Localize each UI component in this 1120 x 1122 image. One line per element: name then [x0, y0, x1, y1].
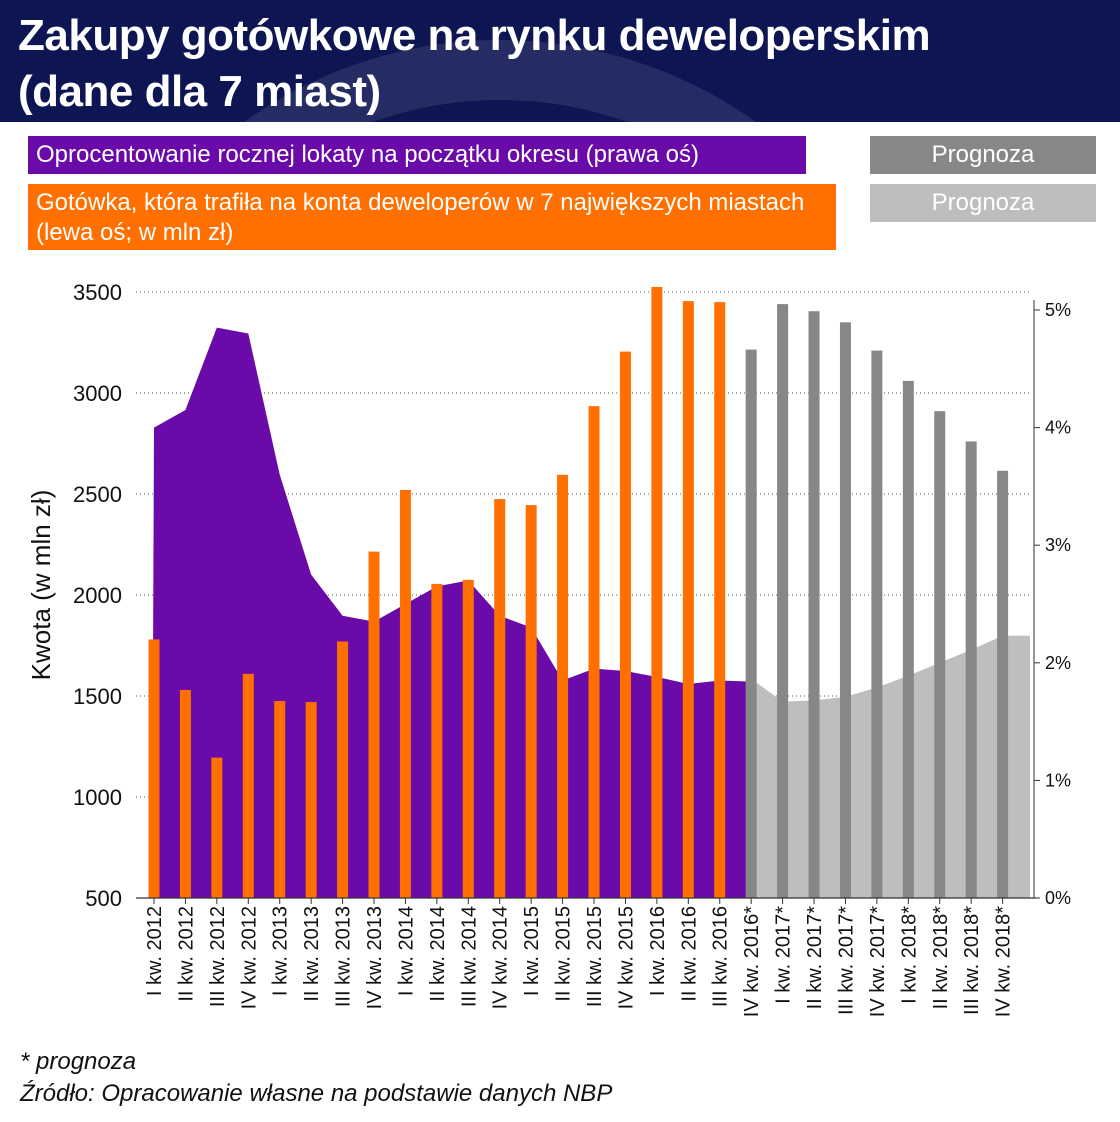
cash-bar: [557, 474, 569, 898]
x-tick-label: IV kw. 2016*: [741, 906, 763, 1017]
x-tick-label: I kw. 2012: [144, 906, 166, 996]
x-tick-label: III kw. 2014: [458, 906, 480, 1007]
x-tick-label: IV kw. 2015: [615, 906, 637, 1009]
x-tick-label: IV kw. 2012: [238, 906, 260, 1009]
forecast-bar: [902, 380, 914, 898]
cash-bar: [431, 583, 443, 898]
cash-bar: [525, 505, 537, 898]
forecast-bar: [777, 304, 789, 898]
header-banner: Zakupy gotówkowe na rynku deweloperskim …: [0, 0, 1120, 122]
x-tick-label: III kw. 2013: [333, 906, 355, 1007]
cash-bar: [399, 489, 411, 898]
cash-bar: [462, 579, 474, 898]
rate-area-forecast: [755, 635, 1030, 898]
forecast-bar: [934, 411, 946, 898]
y-tick-label: 2500: [73, 482, 122, 507]
cash-bar: [211, 757, 223, 898]
cash-bar: [274, 701, 286, 898]
y-tick-label: 3000: [73, 381, 122, 406]
x-tick-label: II kw. 2016: [678, 906, 700, 1002]
cash-bar: [651, 286, 663, 898]
y-axis-title: Kwota (w mln zł): [26, 490, 56, 681]
x-tick-label: II kw. 2012: [175, 906, 197, 1002]
rate-area-actual: [152, 327, 756, 898]
chart-title-line-1: Zakupy gotówkowe na rynku deweloperskim: [18, 11, 931, 60]
x-tick-label: III kw. 2015: [584, 906, 606, 1007]
y2-tick-label: 4%: [1045, 418, 1071, 438]
x-tick-label: I kw. 2013: [270, 906, 292, 996]
y-tick-label: 3500: [73, 280, 122, 305]
legend-rate: Oprocentowanie rocznej lokaty na początk…: [28, 136, 806, 174]
cash-bar: [305, 702, 317, 898]
x-tick-label: III kw. 2018*: [961, 906, 983, 1015]
legend-forecast-area: Prognoza: [870, 184, 1096, 222]
x-tick-label: III kw. 2012: [207, 906, 229, 1007]
forecast-bar: [997, 470, 1009, 898]
y2-tick-label: 3%: [1045, 535, 1071, 555]
x-tick-label: I kw. 2018*: [898, 906, 920, 1004]
forecast-bar: [745, 349, 757, 898]
cash-bar: [368, 551, 380, 898]
cash-bar: [714, 302, 726, 899]
x-tick-label: II kw. 2013: [301, 906, 323, 1002]
x-tick-label: I kw. 2014: [395, 906, 417, 996]
cash-bar: [148, 639, 160, 898]
x-tick-label: I kw. 2016: [647, 906, 669, 996]
forecast-bar: [839, 322, 851, 898]
chart-title: Zakupy gotówkowe na rynku deweloperskim …: [18, 8, 931, 120]
cash-bar: [682, 301, 694, 899]
x-tick-label: III kw. 2017*: [835, 906, 857, 1015]
cash-bar: [619, 351, 631, 899]
y-tick-label: 1500: [73, 684, 122, 709]
x-tick-label: IV kw. 2017*: [867, 906, 889, 1017]
cash-bar: [242, 673, 254, 898]
x-tick-label: I kw. 2017*: [773, 906, 795, 1004]
y2-tick-label: 5%: [1045, 300, 1071, 320]
cash-bar: [179, 689, 191, 898]
x-tick-label: IV kw. 2018*: [993, 906, 1015, 1017]
source-note: Źródło: Opracowanie własne na podstawie …: [20, 1080, 613, 1107]
chart-title-line-2: (dane dla 7 miast): [18, 67, 381, 116]
legend-cash: Gotówka, która trafiła na konta dewelope…: [28, 184, 836, 250]
x-tick-label: I kw. 2015: [521, 906, 543, 996]
forecast-bar: [808, 311, 820, 898]
y-tick-label: 2000: [73, 583, 122, 608]
cash-bar: [494, 499, 506, 898]
forecast-bar: [871, 350, 883, 899]
cash-bar: [337, 641, 349, 898]
x-tick-label: III kw. 2016: [710, 906, 732, 1007]
x-tick-label: II kw. 2017*: [804, 906, 826, 1010]
y2-tick-label: 2%: [1045, 653, 1071, 673]
cash-bar: [588, 406, 600, 898]
y-tick-label: 500: [85, 886, 122, 911]
x-tick-label: II kw. 2015: [553, 906, 575, 1002]
x-tick-label: IV kw. 2013: [364, 906, 386, 1009]
y2-tick-label: 0%: [1045, 888, 1071, 908]
forecast-bar: [965, 441, 977, 898]
y2-tick-label: 1%: [1045, 770, 1071, 790]
x-tick-label: IV kw. 2014: [490, 906, 512, 1009]
x-tick-label: II kw. 2014: [427, 906, 449, 1002]
legend-forecast-bars: Prognoza: [870, 136, 1096, 174]
chart-plot: 500 1000 1500 2000 2500 3000 3500 0% 1% 2% 3% 4% 5% K…: [26, 280, 1071, 1017]
y-tick-label: 1000: [73, 785, 122, 810]
footnote: * prognoza: [20, 1048, 137, 1075]
x-tick-label: II kw. 2018*: [930, 906, 952, 1010]
